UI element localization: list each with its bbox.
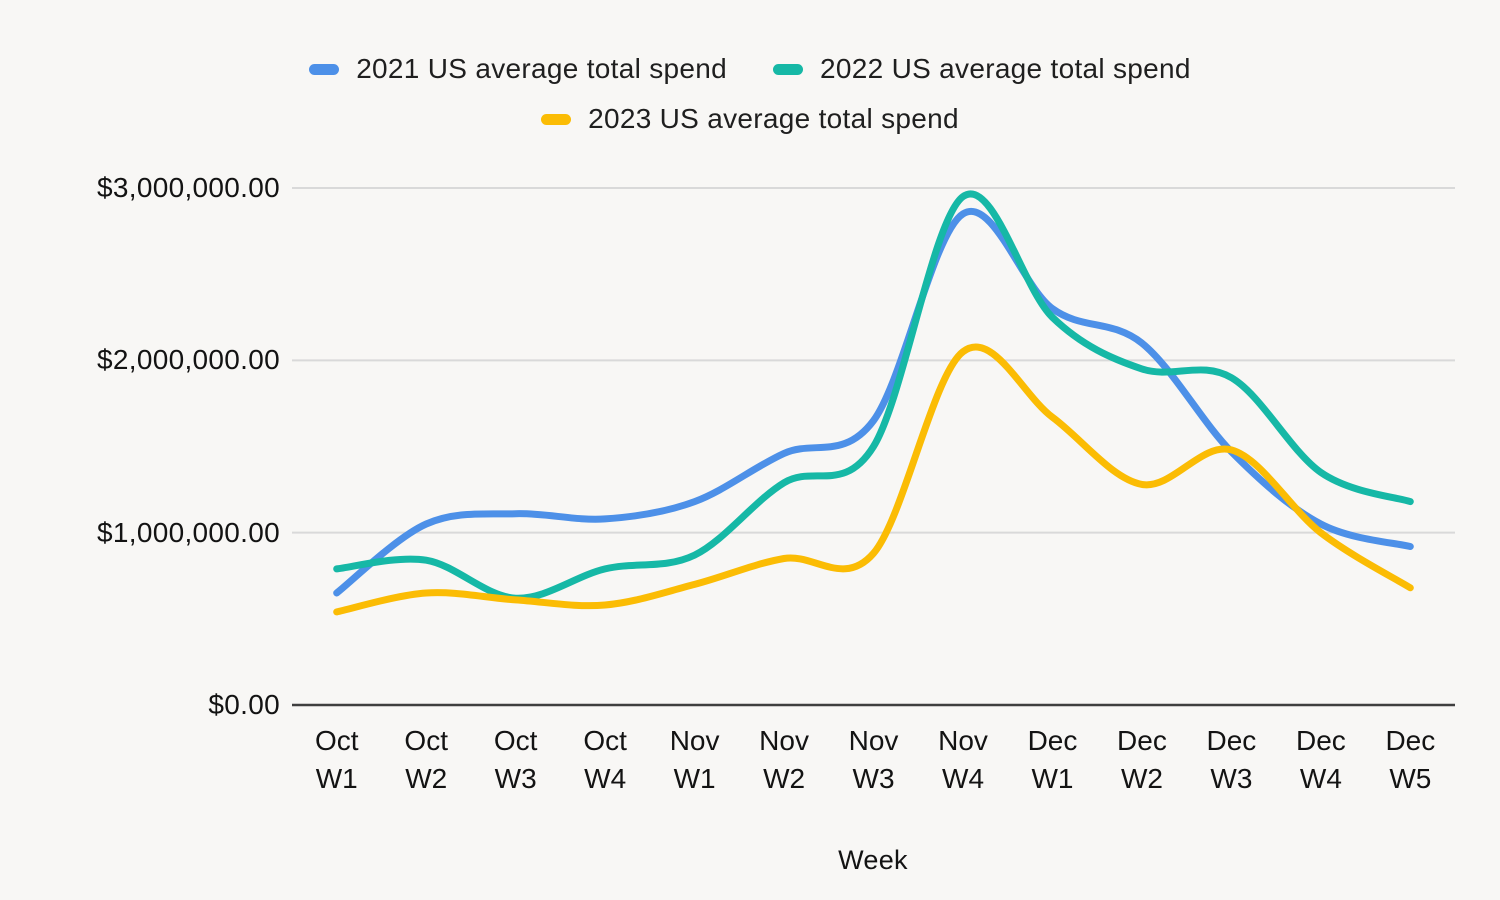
x-axis-tick-label: Oct W4 <box>560 722 649 798</box>
y-axis-tick-label: $3,000,000.00 <box>97 172 280 203</box>
x-tick-month: Nov <box>669 725 720 756</box>
y-axis-tick-label: $0.00 <box>208 689 280 720</box>
x-tick-month: Dec <box>1385 725 1436 756</box>
x-tick-month: Oct <box>404 725 448 756</box>
series-line-2021 <box>333 208 1414 597</box>
x-tick-week: W3 <box>852 763 895 794</box>
x-tick-week: W3 <box>1210 763 1253 794</box>
x-tick-week: W3 <box>494 763 537 794</box>
y-axis-tick-label: $2,000,000.00 <box>97 344 280 376</box>
legend-swatch-icon <box>773 63 803 75</box>
x-axis-tick-label: Dec W2 <box>1097 722 1186 798</box>
x-axis-tick-label: Oct W2 <box>381 722 470 798</box>
legend-item: 2022 US average total spend <box>773 53 1191 85</box>
x-axis-tick-label: Oct W3 <box>471 722 560 798</box>
x-axis-tick-label: Dec W4 <box>1276 722 1365 798</box>
x-tick-month: Dec <box>1027 725 1078 756</box>
x-tick-week: W4 <box>942 763 985 794</box>
x-axis-tick-label: Dec W1 <box>1008 722 1097 798</box>
legend-swatch-icon <box>541 113 572 125</box>
x-tick-week: W1 <box>315 763 358 794</box>
series-line-2023 <box>333 343 1414 616</box>
legend-swatch-icon <box>309 63 340 75</box>
legend-row: 2021 US average total spend 2022 US avera… <box>309 44 1191 94</box>
x-axis-tick-label: Nov W3 <box>829 722 918 798</box>
x-tick-week: W5 <box>1389 763 1432 794</box>
y-axis-tick-label: $1,000,000.00 <box>97 516 280 548</box>
x-tick-week: W2 <box>763 763 806 794</box>
x-tick-month: Nov <box>938 725 988 756</box>
x-axis-tick-label: Nov W1 <box>650 722 739 798</box>
x-tick-week: W1 <box>1031 763 1074 794</box>
x-axis-labels: Oct W1 Oct W2 Oct W3 Oct W4 Nov W1 Nov W2 Nov W3 Nov W4… <box>292 722 1455 798</box>
chart-legend: 2021 US average total spend 2022 US avera… <box>0 44 1500 144</box>
x-tick-week: W1 <box>673 763 716 794</box>
x-axis-tick-label: Oct W1 <box>292 722 381 798</box>
legend-label: 2021 US average total spend <box>356 53 727 84</box>
legend-label: 2023 US average total spend <box>588 103 959 134</box>
x-axis-title: Week <box>838 845 908 875</box>
series-line-2022 <box>333 190 1414 602</box>
x-axis-tick-label: Nov W2 <box>739 722 828 798</box>
x-tick-month: Oct <box>314 725 359 756</box>
x-tick-week: W2 <box>1120 763 1163 794</box>
legend-item: 2023 US average total spend <box>541 103 959 135</box>
x-tick-month: Dec <box>1206 725 1257 756</box>
x-tick-month: Nov <box>759 725 809 756</box>
x-tick-week: W4 <box>1299 763 1342 794</box>
x-tick-month: Dec <box>1295 725 1346 756</box>
x-axis-tick-label: Nov W4 <box>918 722 1007 798</box>
x-axis-tick-label: Dec W3 <box>1187 722 1276 798</box>
legend-item: 2021 US average total spend <box>309 53 727 85</box>
x-tick-week: W2 <box>405 763 448 794</box>
legend-label: 2022 US average total spend <box>820 53 1191 84</box>
x-tick-month: Nov <box>848 725 899 756</box>
x-tick-month: Oct <box>493 725 538 756</box>
x-tick-week: W4 <box>584 763 627 794</box>
legend-row: 2023 US average total spend <box>541 94 959 144</box>
x-tick-month: Oct <box>583 725 627 756</box>
x-axis-tick-label: Dec W5 <box>1366 722 1455 798</box>
x-tick-month: Dec <box>1117 725 1167 756</box>
